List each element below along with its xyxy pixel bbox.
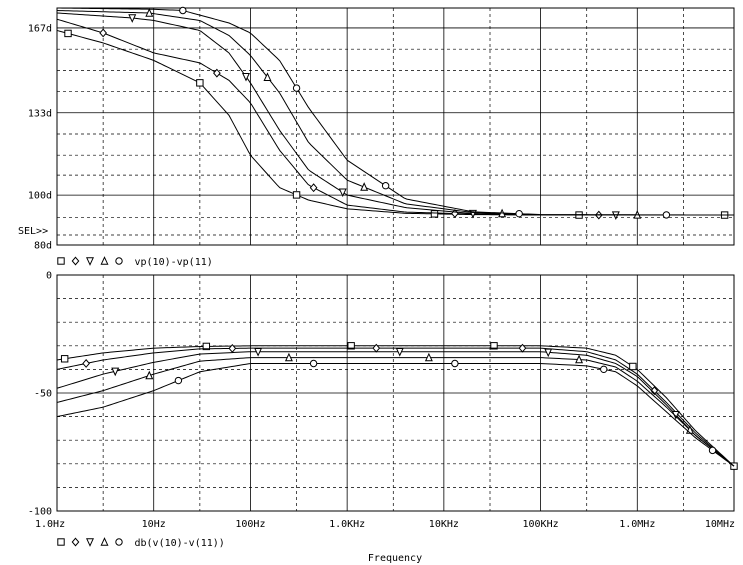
x-tick-label: 100Hz: [235, 519, 265, 530]
y-tick-label: 80d: [34, 241, 52, 252]
legend-text: db(v(10)-v(11)): [135, 538, 225, 549]
series-line: [56, 357, 735, 467]
plot-frame: [56, 274, 735, 512]
x-tick-label: 1.0MHz: [619, 519, 655, 530]
legend-marker-triangle: [100, 537, 109, 546]
y-tick-label: 133d: [28, 108, 52, 119]
data-marker-triangle-down: [254, 348, 263, 357]
legend-marker-diamond: [71, 537, 80, 547]
legend-marker-triangle: [100, 256, 109, 265]
data-marker-triangle: [145, 370, 154, 380]
data-marker-diamond: [650, 386, 659, 396]
data-marker-circle: [662, 211, 671, 219]
legend-marker-circle: [115, 257, 123, 265]
data-marker-square: [490, 342, 498, 350]
data-marker-triangle: [145, 8, 154, 17]
data-marker-triangle: [575, 354, 584, 364]
legend-marker-triangle-down: [86, 257, 94, 266]
data-marker-circle: [600, 365, 608, 374]
data-marker-triangle: [424, 352, 433, 362]
data-marker-square: [196, 79, 204, 87]
x-tick-label: 1.0Hz: [35, 519, 65, 530]
x-tick-label: 1.0KHz: [329, 519, 365, 530]
data-marker-diamond: [99, 28, 108, 38]
series-line: [56, 351, 735, 467]
legend-marker-triangle-down: [86, 538, 94, 547]
magnitude-panel: 0 -50 -100 db(v(10)-v(11)): [28, 271, 738, 549]
y-tick-label: -50: [34, 389, 52, 400]
series-line: [56, 347, 735, 467]
phase-panel: 167d 133d 100d 80d vp(10)-vp(11) SEL>>: [18, 6, 735, 268]
y-tick-label: -100: [28, 507, 52, 518]
y-tick-label: 0: [46, 271, 52, 282]
series-line: [56, 345, 735, 467]
legend: db(v(10)-v(11)): [57, 537, 225, 549]
plot-frame: [56, 7, 735, 246]
data-marker-triangle: [284, 352, 293, 362]
data-marker-square: [60, 355, 69, 363]
data-marker-triangle-down: [128, 14, 137, 23]
x-axis-title: Frequency: [368, 553, 422, 564]
y-tick-label: 167d: [28, 23, 52, 34]
series-triangle-down: [56, 348, 735, 467]
data-marker-circle: [515, 209, 523, 218]
legend-marker-circle: [115, 538, 123, 546]
legend-text: vp(10)-vp(11): [135, 257, 213, 268]
series-circle: [56, 6, 734, 219]
data-marker-diamond: [82, 358, 90, 368]
series-line: [56, 7, 734, 216]
legend-marker-square: [57, 538, 65, 546]
data-marker-square: [64, 29, 72, 38]
x-tick-label: 10KHz: [429, 519, 459, 530]
data-marker-circle: [708, 446, 717, 455]
y-tick-label: 100d: [28, 191, 52, 202]
data-marker-square: [347, 342, 355, 350]
data-marker-circle: [309, 359, 318, 368]
legend-marker-square: [57, 257, 65, 265]
legend-marker-diamond: [71, 256, 80, 266]
x-tick-label: 10Hz: [142, 519, 166, 530]
legend: vp(10)-vp(11): [57, 256, 213, 268]
x-tick-label: 10MHz: [705, 519, 735, 530]
data-marker-circle: [381, 182, 390, 190]
series-diamond: [56, 343, 735, 467]
data-marker-circle: [174, 376, 183, 385]
data-marker-square: [292, 191, 301, 199]
data-marker-circle: [451, 359, 459, 368]
data-marker-triangle-down: [338, 188, 347, 198]
data-marker-triangle-down: [544, 348, 553, 358]
data-marker-square: [202, 342, 211, 351]
x-tick-label: 100KHz: [523, 519, 559, 530]
selection-marker: SEL>>: [18, 226, 48, 237]
data-marker-triangle-down: [395, 348, 404, 357]
data-marker-triangle-down: [111, 367, 120, 377]
x-axis-tick-labels: 1.0Hz 10Hz 100Hz 1.0KHz 10KHz 100KHz 1.0MHz 10M…: [35, 519, 735, 530]
data-marker-triangle: [360, 182, 369, 191]
series-line: [56, 363, 735, 467]
data-marker-diamond: [309, 183, 318, 193]
series-triangle: [56, 352, 735, 467]
data-marker-circle: [292, 84, 301, 92]
data-marker-square: [430, 210, 439, 218]
data-marker-triangle-down: [242, 72, 250, 82]
series-circle: [56, 359, 735, 467]
data-marker-circle: [179, 6, 187, 15]
data-marker-square: [629, 362, 637, 371]
data-marker-triangle: [263, 72, 272, 81]
data-marker-diamond: [213, 68, 221, 78]
